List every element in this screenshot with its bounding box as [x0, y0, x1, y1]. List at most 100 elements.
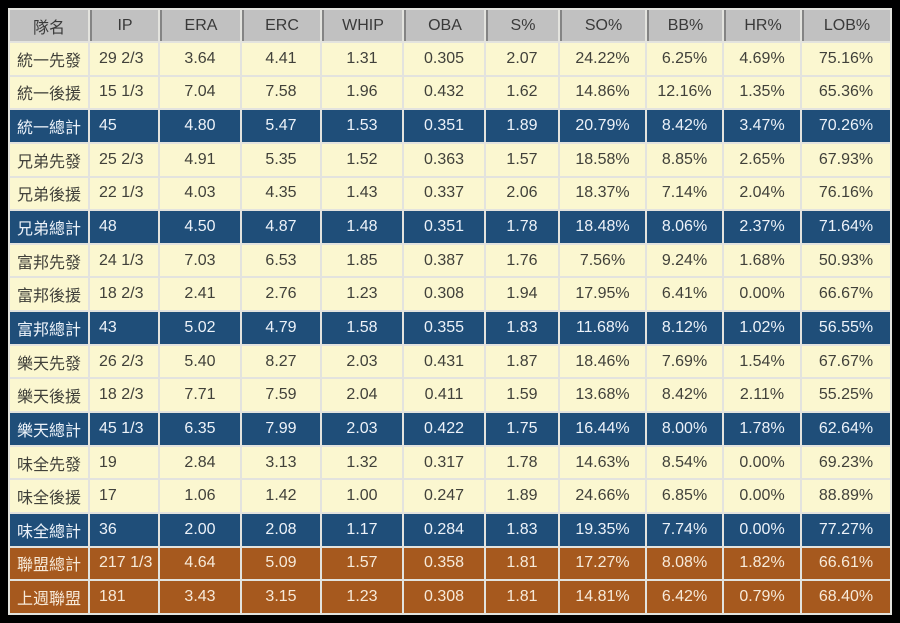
stat-cell: 6.85% — [647, 480, 722, 512]
stat-cell: 7.56% — [560, 244, 645, 277]
table-row-team-total: 富邦總計 43 5.02 4.79 1.58 0.355 1.83 11.68% 8.12% 1.… — [10, 312, 890, 344]
stat-cell: 1.48 — [322, 211, 402, 243]
stat-cell: 18.58% — [560, 143, 645, 176]
table-row-reliever: 統一後援 15 1/3 7.04 7.58 1.96 0.432 1.62 14.86% 12.… — [10, 76, 890, 109]
stat-cell: 8.06% — [647, 211, 722, 243]
stat-cell: 1.52 — [322, 143, 402, 176]
stat-cell: 1.32 — [322, 446, 402, 479]
stat-cell: 0.432 — [404, 76, 484, 109]
stat-cell: 7.58 — [242, 76, 320, 109]
stat-cell: 0.284 — [404, 513, 484, 546]
stat-cell: 6.42% — [647, 581, 722, 613]
table-row-starter: 樂天先發 26 2/3 5.40 8.27 2.03 0.431 1.87 18.46% 7.6… — [10, 345, 890, 378]
stat-cell: 88.89% — [802, 480, 890, 512]
team-name-cell: 統一後援 — [10, 76, 88, 109]
stat-cell: 3.47% — [724, 110, 800, 142]
stat-cell: 1.75 — [486, 413, 558, 445]
stat-cell: 0.305 — [404, 43, 484, 75]
stat-cell: 20.79% — [560, 110, 645, 142]
column-header: OBA — [404, 10, 484, 41]
team-name-cell: 富邦先發 — [10, 244, 88, 277]
stat-cell: 2.65% — [724, 143, 800, 176]
stat-cell: 7.04 — [160, 76, 240, 109]
stat-cell: 24.22% — [560, 43, 645, 75]
stat-cell: 0.247 — [404, 480, 484, 512]
table-row-reliever: 富邦後援 18 2/3 2.41 2.76 1.23 0.308 1.94 17.95% 6.4… — [10, 278, 890, 311]
team-name-cell: 富邦總計 — [10, 312, 88, 344]
stat-cell: 66.67% — [802, 278, 890, 311]
stat-cell: 1.57 — [486, 143, 558, 176]
team-name-cell: 上週聯盟 — [10, 581, 88, 613]
stat-cell: 2.03 — [322, 413, 402, 445]
stat-cell: 3.64 — [160, 43, 240, 75]
stat-cell: 62.64% — [802, 413, 890, 445]
stat-cell: 1.83 — [486, 312, 558, 344]
stat-cell: 4.50 — [160, 211, 240, 243]
stat-cell: 1.78 — [486, 446, 558, 479]
stat-cell: 11.68% — [560, 312, 645, 344]
stat-cell: 5.47 — [242, 110, 320, 142]
stat-cell: 18.48% — [560, 211, 645, 243]
table-body: 統一先發 29 2/3 3.64 4.41 1.31 0.305 2.07 24.22% 6.2… — [10, 43, 890, 613]
column-header: LOB% — [802, 10, 890, 41]
team-name-cell: 兄弟後援 — [10, 177, 88, 210]
table-row-starter: 味全先發 19 2.84 3.13 1.32 0.317 1.78 14.63% 8.54% 0.… — [10, 446, 890, 479]
stat-cell: 7.99 — [242, 413, 320, 445]
stat-cell: 65.36% — [802, 76, 890, 109]
stat-cell: 6.35 — [160, 413, 240, 445]
stat-cell: 14.81% — [560, 581, 645, 613]
stat-cell: 67.67% — [802, 345, 890, 378]
stat-cell: 181 — [90, 581, 158, 613]
stat-cell: 7.59 — [242, 379, 320, 412]
team-name-cell: 富邦後援 — [10, 278, 88, 311]
table-row-league-total: 聯盟總計 217 1/3 4.64 5.09 1.57 0.358 1.81 17.27% 8.… — [10, 547, 890, 580]
stat-cell: 15 1/3 — [90, 76, 158, 109]
stat-cell: 1.81 — [486, 581, 558, 613]
stat-cell: 4.35 — [242, 177, 320, 210]
stat-cell: 17.95% — [560, 278, 645, 311]
stat-cell: 1.82% — [724, 547, 800, 580]
stat-cell: 1.17 — [322, 513, 402, 546]
stat-cell: 8.54% — [647, 446, 722, 479]
stat-cell: 2.00 — [160, 513, 240, 546]
stat-cell: 0.79% — [724, 581, 800, 613]
column-header: HR% — [724, 10, 800, 41]
stat-cell: 14.63% — [560, 446, 645, 479]
stat-cell: 70.26% — [802, 110, 890, 142]
team-name-cell: 兄弟總計 — [10, 211, 88, 243]
stat-cell: 2.04% — [724, 177, 800, 210]
stat-cell: 1.83 — [486, 513, 558, 546]
stat-cell: 1.96 — [322, 76, 402, 109]
stat-cell: 6.41% — [647, 278, 722, 311]
column-header: BB% — [647, 10, 722, 41]
stat-cell: 68.40% — [802, 581, 890, 613]
team-name-cell: 統一先發 — [10, 43, 88, 75]
stat-cell: 0.411 — [404, 379, 484, 412]
column-header: IP — [90, 10, 158, 41]
stat-cell: 66.61% — [802, 547, 890, 580]
stat-cell: 8.12% — [647, 312, 722, 344]
stat-cell: 45 1/3 — [90, 413, 158, 445]
stat-cell: 1.54% — [724, 345, 800, 378]
stat-cell: 2.04 — [322, 379, 402, 412]
stat-cell: 45 — [90, 110, 158, 142]
stat-cell: 7.69% — [647, 345, 722, 378]
stat-cell: 4.91 — [160, 143, 240, 176]
stat-cell: 0.00% — [724, 513, 800, 546]
stat-cell: 2.37% — [724, 211, 800, 243]
stat-cell: 2.76 — [242, 278, 320, 311]
stat-cell: 1.58 — [322, 312, 402, 344]
stat-cell: 19 — [90, 446, 158, 479]
stat-cell: 1.89 — [486, 110, 558, 142]
column-header: ERA — [160, 10, 240, 41]
stat-cell: 71.64% — [802, 211, 890, 243]
stat-cell: 0.387 — [404, 244, 484, 277]
team-name-cell: 聯盟總計 — [10, 547, 88, 580]
stat-cell: 1.06 — [160, 480, 240, 512]
stat-cell: 18 2/3 — [90, 278, 158, 311]
stat-cell: 1.89 — [486, 480, 558, 512]
stat-cell: 29 2/3 — [90, 43, 158, 75]
table-row-team-total: 統一總計 45 4.80 5.47 1.53 0.351 1.89 20.79% 8.42% 3.… — [10, 110, 890, 142]
stat-cell: 8.27 — [242, 345, 320, 378]
team-name-cell: 樂天先發 — [10, 345, 88, 378]
